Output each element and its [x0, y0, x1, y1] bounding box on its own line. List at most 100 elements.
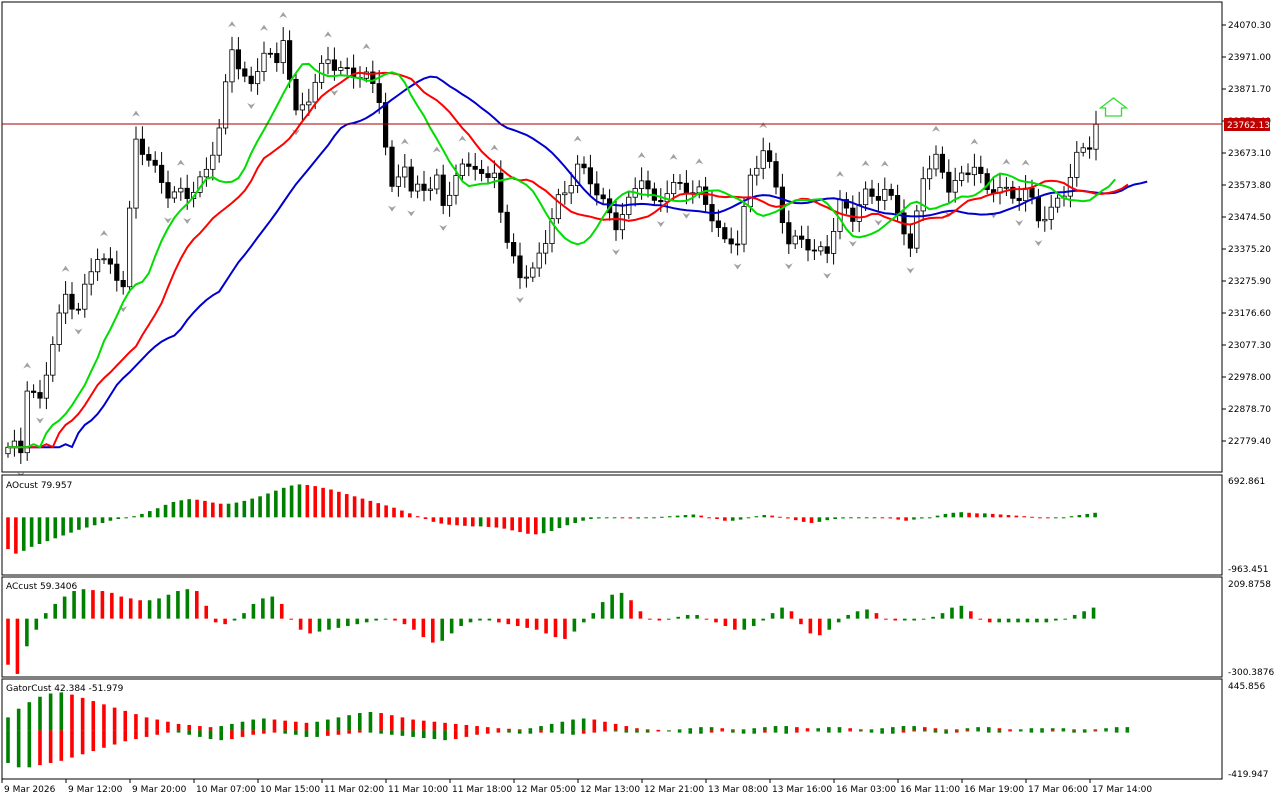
candle — [459, 158, 466, 181]
histogram-bar — [951, 512, 956, 518]
histogram-bar — [833, 517, 837, 520]
gator-lower-bar — [315, 730, 319, 737]
histogram-bar — [667, 516, 672, 518]
gator-upper-bar — [731, 729, 735, 731]
histogram-bar — [841, 517, 845, 519]
gator-upper-bar — [123, 710, 128, 731]
histogram-bar — [62, 596, 67, 619]
fractal-down-icon — [516, 297, 524, 304]
gator-upper-bar — [560, 721, 565, 731]
histogram-bar — [81, 589, 86, 619]
histogram-bar — [355, 618, 360, 625]
histogram-bar — [534, 517, 538, 535]
candle — [767, 142, 773, 169]
histogram-bar — [447, 517, 451, 525]
gator-upper-bar — [1050, 728, 1055, 731]
histogram-bar — [927, 517, 932, 519]
gator-upper-bar — [763, 727, 767, 731]
gator-lower-bar — [48, 730, 53, 763]
time-tick-label: 16 Mar 11:00 — [900, 785, 960, 795]
gator-upper-bar — [496, 728, 501, 731]
candle — [831, 218, 837, 265]
candle — [446, 181, 453, 217]
histogram-bar — [364, 618, 369, 623]
candle — [927, 155, 933, 190]
gator-lower-bar — [709, 730, 714, 733]
gator-lower-bar — [773, 730, 778, 733]
price-tick-label: 22779.40 — [1228, 437, 1271, 447]
candle — [1048, 194, 1054, 230]
histogram-bar — [187, 499, 191, 518]
gator-upper-bar — [16, 708, 21, 731]
candle — [114, 250, 120, 292]
histogram-bar — [619, 592, 624, 619]
gator-upper-bar — [453, 723, 458, 731]
candle — [498, 160, 504, 223]
candle — [523, 265, 530, 288]
histogram-bar — [289, 618, 293, 620]
histogram-bar — [874, 613, 879, 619]
histogram-bar — [983, 513, 987, 518]
gator-panel[interactable]: GatorCust 42.384 -51.979 — [1, 678, 1223, 780]
candle — [754, 155, 760, 186]
time-tick-label: 12 Mar 05:00 — [516, 785, 576, 795]
ao-panel[interactable]: AOcust 79.957 — [1, 474, 1223, 576]
candle — [88, 258, 94, 296]
histogram-bar — [1006, 618, 1011, 623]
gator-upper-bar — [475, 726, 479, 731]
histogram-bar — [636, 517, 641, 519]
gator-lower-bar — [944, 730, 948, 734]
histogram-bar — [912, 618, 917, 621]
histogram-bar — [1025, 618, 1030, 623]
histogram-bar — [541, 517, 546, 534]
candle — [811, 239, 818, 261]
gator-lower-bar — [837, 730, 842, 733]
gator-upper-bar — [166, 721, 170, 731]
histogram-bar — [1061, 517, 1066, 519]
histogram-bar — [140, 513, 144, 518]
histogram-bar — [998, 514, 1003, 518]
gator-label: GatorCust 42.384 -51.979 — [6, 684, 124, 694]
histogram-bar — [6, 618, 10, 665]
histogram-bar — [360, 498, 365, 518]
histogram-bar — [84, 517, 89, 528]
gator-lower-bar — [816, 730, 820, 732]
fractal-up-icon — [1002, 158, 1011, 165]
histogram-bar — [1014, 515, 1019, 518]
ac-top-tick: 209.8758 — [1228, 580, 1271, 590]
gator-lower-bar — [933, 730, 938, 733]
price-panel[interactable] — [1, 1, 1223, 479]
histogram-bar — [261, 598, 265, 619]
histogram-bar — [1053, 517, 1058, 519]
candle — [485, 166, 491, 184]
histogram-bar — [242, 613, 246, 619]
buy-arrow-icon — [1098, 97, 1129, 117]
histogram-bar — [163, 504, 168, 518]
histogram-bar — [116, 517, 121, 520]
candle — [575, 155, 581, 194]
histogram-bar — [421, 618, 426, 638]
candle — [792, 229, 798, 250]
histogram-bar — [746, 517, 751, 519]
candle — [472, 152, 478, 181]
candle — [261, 41, 267, 82]
candle — [280, 27, 286, 74]
candle — [1080, 142, 1086, 157]
candle — [293, 73, 299, 116]
candle — [402, 154, 408, 188]
histogram-bar — [155, 508, 160, 518]
gator-upper-bar — [240, 721, 245, 731]
gator-lower-bar — [496, 730, 501, 733]
histogram-bar — [931, 616, 935, 619]
candle — [1087, 136, 1093, 159]
gator-upper-bar — [485, 727, 490, 731]
gator-lower-bar — [1093, 730, 1098, 732]
histogram-bar — [751, 618, 756, 627]
histogram-bar — [258, 496, 262, 518]
histogram-bar — [459, 618, 463, 627]
gator-lower-bar — [230, 730, 234, 740]
candle — [645, 170, 651, 198]
gator-lower-bar — [379, 730, 383, 734]
ac-panel[interactable]: ACcust 59.3406 — [1, 576, 1223, 678]
